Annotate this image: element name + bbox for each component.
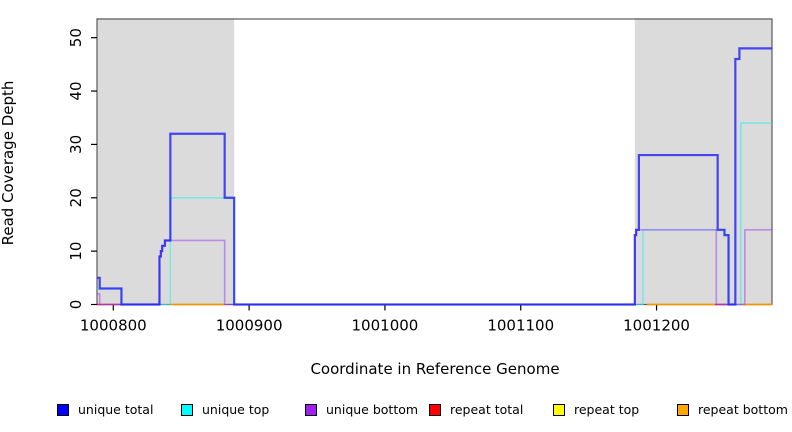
legend-label: unique total xyxy=(78,402,154,417)
y-axis-title-text: Read Coverage Depth xyxy=(0,80,17,246)
y-axis-title: Read Coverage Depth xyxy=(0,38,17,288)
legend-swatch-unique-total xyxy=(57,403,69,416)
y-tick-label: 50 xyxy=(67,28,85,47)
x-tick-label: 1000800 xyxy=(80,317,147,335)
legend-label: repeat total xyxy=(450,402,524,417)
legend-label: unique top xyxy=(202,402,270,417)
legend-swatch-repeat-total xyxy=(429,403,441,416)
x-axis-title-text: Coordinate in Reference Genome xyxy=(310,360,560,378)
legend-label: repeat top xyxy=(574,402,640,417)
legend-item-repeat-bottom: repeat bottom xyxy=(677,401,788,418)
y-tick-label: 30 xyxy=(67,135,85,154)
legend-item-unique-top: unique top xyxy=(181,401,269,418)
legend-swatch-repeat-top xyxy=(553,403,565,416)
repeat-region-shading xyxy=(634,18,772,305)
x-tick-label: 1000900 xyxy=(216,317,283,335)
legend-swatch-unique-top xyxy=(181,403,193,416)
repeat-region-shading xyxy=(97,18,235,305)
legend-item-repeat-total: repeat total xyxy=(429,401,523,418)
y-tick-label: 20 xyxy=(67,188,85,207)
x-axis-title: Coordinate in Reference Genome xyxy=(0,360,792,378)
series-line-unique-total xyxy=(97,47,772,306)
y-tick-label: 10 xyxy=(67,242,85,261)
legend-item-unique-bottom: unique bottom xyxy=(305,401,418,418)
x-tick-label: 1001200 xyxy=(623,317,690,335)
x-tick-label: 1001000 xyxy=(352,317,419,335)
legend-label: repeat bottom xyxy=(698,402,788,417)
legend-item-repeat-top: repeat top xyxy=(553,401,639,418)
y-tick-label: 40 xyxy=(67,81,85,100)
legend-label: unique bottom xyxy=(326,402,419,417)
legend-swatch-unique-bottom xyxy=(305,403,317,416)
chart-legend: unique total unique top unique bottom repea… xyxy=(0,401,792,421)
y-tick-label: 0 xyxy=(67,300,85,310)
legend-item-unique-total: unique total xyxy=(57,401,153,418)
x-tick-label: 1001100 xyxy=(487,317,554,335)
legend-swatch-repeat-bottom xyxy=(677,403,689,416)
